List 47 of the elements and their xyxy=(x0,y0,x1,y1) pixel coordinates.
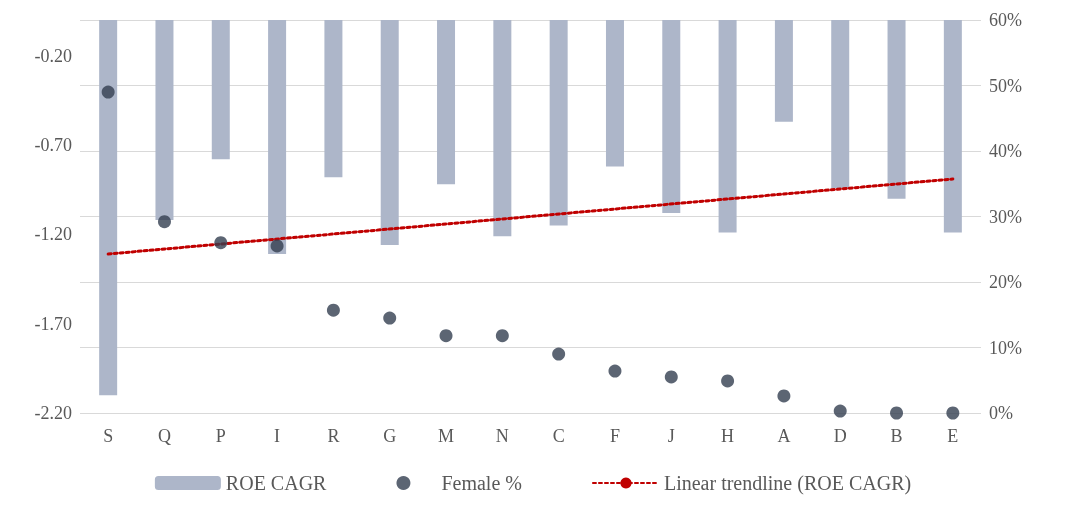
x-tick-label: Q xyxy=(157,426,171,446)
x-tick-label: N xyxy=(495,426,509,446)
y2-tick-label: 10% xyxy=(989,337,1022,358)
y2-tick-label: 30% xyxy=(989,206,1022,227)
y2-tick-label: 50% xyxy=(989,75,1022,96)
x-tick-label: P xyxy=(215,426,226,446)
point xyxy=(777,389,791,403)
point xyxy=(270,239,284,253)
point xyxy=(101,85,115,99)
x-tick-label: A xyxy=(777,426,791,446)
point xyxy=(214,236,228,250)
point xyxy=(326,303,340,317)
point xyxy=(890,406,904,420)
x-tick-label: E xyxy=(947,426,959,446)
x-tick-label: J xyxy=(667,426,675,446)
point xyxy=(439,329,453,343)
x-tick-label: C xyxy=(552,426,565,446)
point xyxy=(383,311,397,325)
x-tick-label: H xyxy=(721,426,735,446)
legend-label: ROE CAGR xyxy=(225,472,328,494)
x-tick-label: R xyxy=(327,426,340,446)
x-tick-label: M xyxy=(438,426,455,446)
legend-label: Female % xyxy=(441,472,522,494)
point xyxy=(495,329,509,343)
point xyxy=(946,406,960,420)
point xyxy=(664,370,678,384)
point xyxy=(157,215,171,229)
point xyxy=(833,404,847,418)
y2-tick-label: 40% xyxy=(989,141,1022,161)
point xyxy=(608,364,622,378)
y2-tick-label: 60% xyxy=(989,10,1022,30)
point xyxy=(552,347,566,361)
point xyxy=(721,374,735,388)
x-tick-label: I xyxy=(274,426,281,446)
y-tick-label: -0.70 xyxy=(34,135,72,156)
x-tick-label: S xyxy=(103,426,114,446)
x-tick-label: G xyxy=(383,426,397,446)
x-tick-label: D xyxy=(833,426,847,446)
y-tick-label: -1.70 xyxy=(34,313,72,334)
legend-label: Linear trendline (ROE CAGR) xyxy=(663,472,912,495)
y-tick-label: -0.20 xyxy=(34,45,72,66)
x-tick-label: F xyxy=(609,426,620,446)
y2-tick-label: 20% xyxy=(989,272,1022,292)
y-tick-label: -2.20 xyxy=(34,403,72,423)
y-tick-label: -1.20 xyxy=(34,224,72,245)
y2-tick-label: 0% xyxy=(989,403,1013,423)
x-tick-label: B xyxy=(890,426,903,446)
